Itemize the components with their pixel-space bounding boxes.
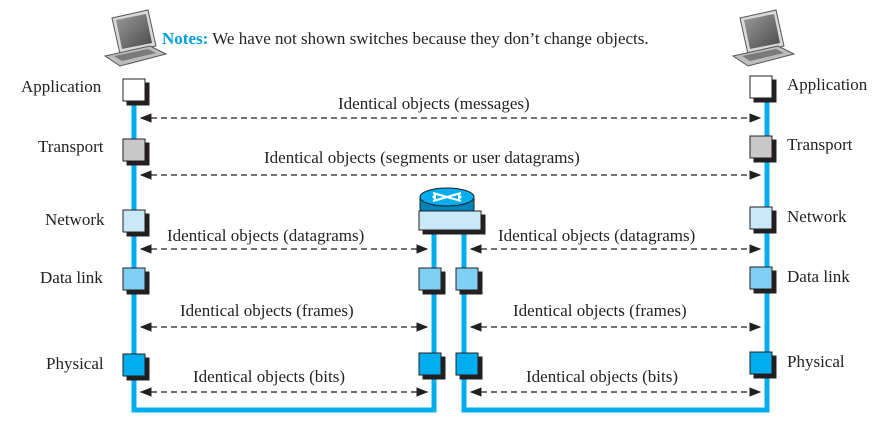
router-network-box — [418, 210, 486, 235]
router-physical-boxes — [418, 352, 483, 380]
notes-body: We have not shown switches because they … — [212, 29, 649, 48]
left-label-network: Network — [45, 210, 105, 229]
laptop-icon-left — [103, 9, 168, 67]
left-stack — [122, 78, 150, 381]
data-path — [131, 88, 770, 413]
notes-label: Notes: — [162, 29, 209, 48]
right-label-transport: Transport — [787, 135, 853, 154]
right-stack — [749, 75, 777, 379]
left-label-physical: Physical — [46, 354, 104, 373]
label-datagrams-left: Identical objects (datagrams) — [164, 226, 368, 246]
label-frames-left: Identical objects (frames) — [177, 301, 357, 321]
label-segments: Identical objects (segments or user data… — [261, 148, 583, 168]
label-frames-right: Identical objects (frames) — [510, 301, 690, 321]
router-datalink-boxes — [418, 267, 483, 295]
right-label-network: Network — [787, 207, 847, 226]
label-messages: Identical objects (messages) — [335, 94, 533, 114]
left-label-datalink: Data link — [40, 268, 103, 287]
laptop-icon-right — [731, 9, 796, 67]
right-label-physical: Physical — [787, 352, 845, 371]
label-datagrams-right: Identical objects (datagrams) — [495, 226, 699, 246]
label-bits-left: Identical objects (bits) — [190, 367, 349, 387]
left-label-application: Application — [21, 77, 102, 96]
right-label-application: Application — [787, 75, 868, 94]
left-label-transport: Transport — [38, 137, 104, 156]
label-bits-right: Identical objects (bits) — [523, 367, 682, 387]
notes-text: Notes: We have not shown switches becaus… — [162, 29, 649, 49]
peer-arrows — [139, 113, 762, 397]
right-label-datalink: Data link — [787, 267, 850, 286]
